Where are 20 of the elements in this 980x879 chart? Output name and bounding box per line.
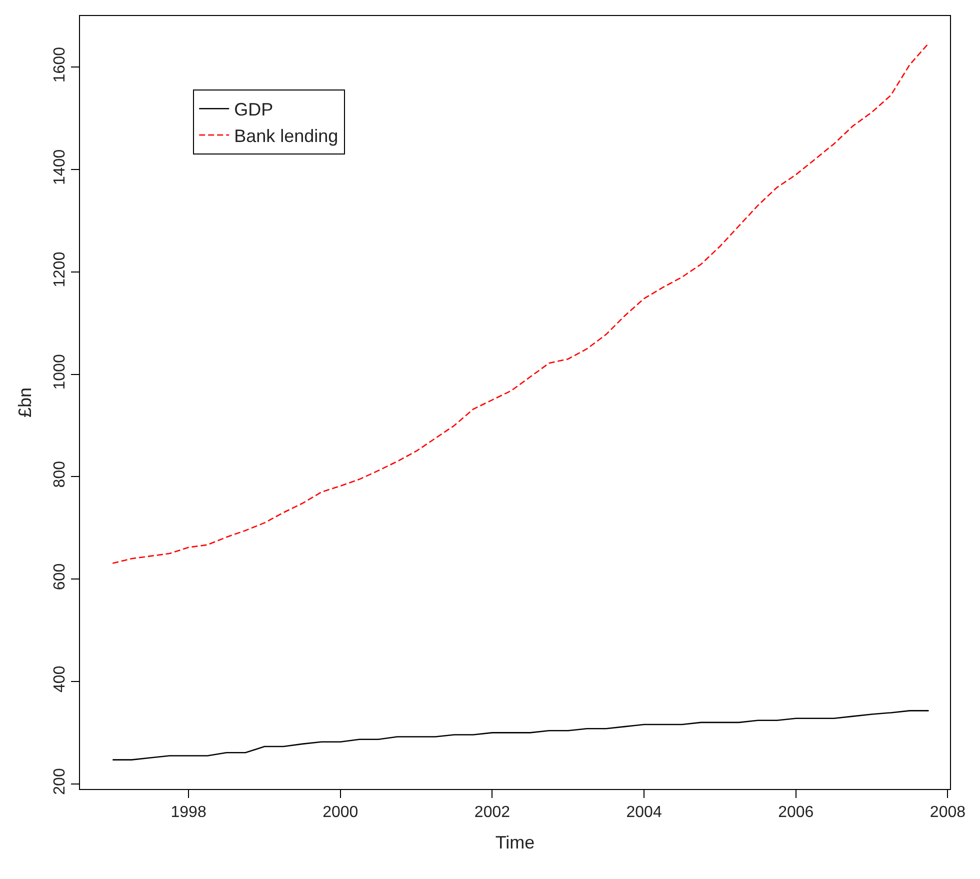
x-axis-title: Time <box>495 832 535 852</box>
line-series <box>112 710 930 760</box>
x-tick-label: 1998 <box>170 804 206 822</box>
legend-label: GDP <box>234 100 274 120</box>
y-tick-label: 400 <box>52 666 69 692</box>
x-tick-label: 2002 <box>474 804 510 822</box>
y-tick-label: 600 <box>52 563 69 590</box>
x-tick-label: 2006 <box>778 804 814 822</box>
y-tick-label: 1000 <box>52 354 69 390</box>
x-tick-label: 2008 <box>930 804 966 822</box>
x-tick-label: 2004 <box>626 804 662 822</box>
y-tick-label: 1200 <box>52 252 69 288</box>
y-axis-title: £bn <box>14 387 35 418</box>
legend-label: Bank lending <box>234 126 338 146</box>
y-tick-label: 1600 <box>52 46 69 83</box>
x-tick-label: 2000 <box>322 804 358 822</box>
y-tick-label: 800 <box>52 460 69 488</box>
y-tick-label: 1400 <box>52 149 69 185</box>
line-series <box>112 42 930 564</box>
y-tick-label: 200 <box>52 768 69 795</box>
